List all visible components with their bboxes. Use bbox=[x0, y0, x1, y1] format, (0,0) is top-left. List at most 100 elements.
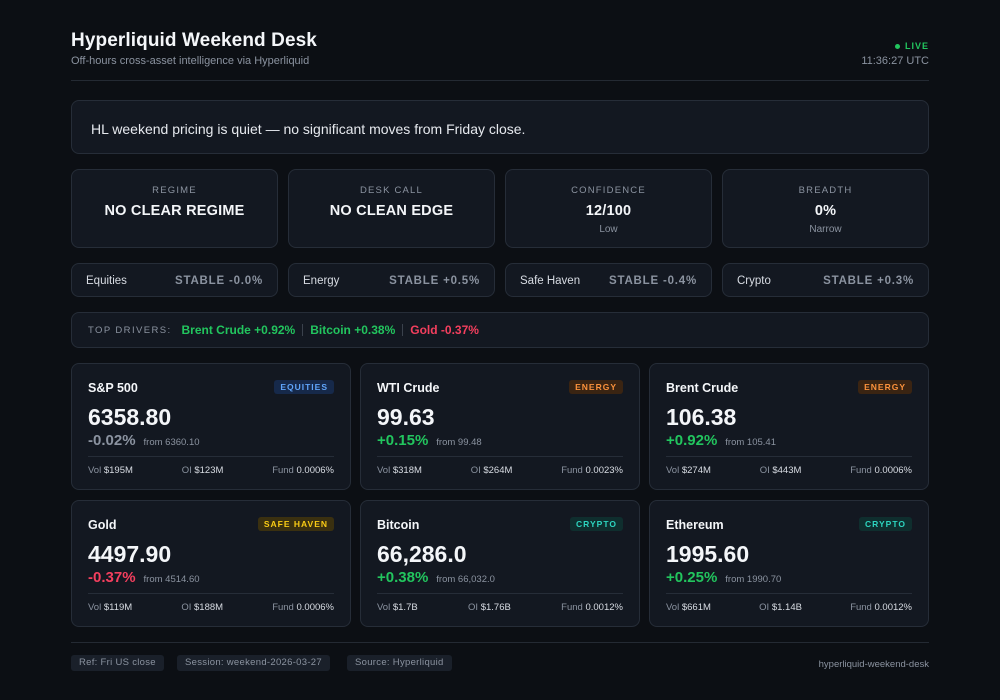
volume-metric: Vol $119M bbox=[88, 602, 132, 613]
asset-price: 66,286.0 bbox=[377, 541, 467, 567]
funding-metric: Fund 0.0023% bbox=[561, 465, 623, 476]
metric-value: $119M bbox=[103, 602, 133, 613]
metric-label: Vol bbox=[88, 602, 102, 613]
divider bbox=[377, 456, 623, 457]
open-interest-metric: OI $1.14B bbox=[759, 602, 802, 613]
category-badge: SAFE HAVEN bbox=[257, 517, 334, 531]
funding-metric: Fund 0.0012% bbox=[850, 602, 912, 613]
footer: Ref: Fri US close Session: weekend-2026-… bbox=[71, 642, 929, 682]
asset-price: 106.38 bbox=[666, 404, 737, 430]
asset-card-sp500[interactable]: S&P 500 EQUITIES 6358.80 -0.02% from 636… bbox=[71, 363, 351, 490]
stat-sub: Narrow bbox=[809, 224, 842, 235]
open-interest-metric: OI $188M bbox=[181, 602, 223, 613]
ref-tag: Ref: Fri US close bbox=[71, 655, 164, 671]
asset-metrics: Vol $195M OI $123M Fund 0.0006% bbox=[88, 465, 334, 476]
change-row: +0.38% from 66,032.0 bbox=[377, 569, 495, 586]
asset-name: Bitcoin bbox=[377, 518, 420, 532]
sector-value: STABLE +0.3% bbox=[823, 275, 914, 287]
asset-ref-price: from 99.48 bbox=[436, 437, 482, 448]
metric-value: $443M bbox=[772, 465, 802, 476]
stat-label: CONFIDENCE bbox=[571, 185, 646, 196]
metric-value: $661M bbox=[681, 602, 711, 613]
session-tag: Session: weekend-2026-03-27 bbox=[177, 655, 330, 671]
metric-value: $195M bbox=[103, 465, 133, 476]
asset-name: Ethereum bbox=[666, 518, 724, 532]
divider bbox=[88, 456, 334, 457]
asset-card-brent-crude[interactable]: Brent Crude ENERGY 106.38 +0.92% from 10… bbox=[649, 363, 929, 490]
category-badge: EQUITIES bbox=[274, 380, 334, 394]
driver-item: Brent Crude +0.92% bbox=[181, 323, 296, 337]
category-badge: CRYPTO bbox=[859, 517, 912, 531]
metric-label: Fund bbox=[850, 602, 872, 613]
metric-label: OI bbox=[759, 602, 770, 613]
sector-equities: Equities STABLE -0.0% bbox=[71, 263, 278, 297]
asset-metrics: Vol $119M OI $188M Fund 0.0006% bbox=[88, 602, 334, 613]
metric-label: OI bbox=[468, 602, 479, 613]
change-row: +0.15% from 99.48 bbox=[377, 432, 482, 449]
metric-value: 0.0006% bbox=[296, 602, 334, 613]
asset-change: +0.38% bbox=[377, 569, 429, 586]
stat-desk-call: DESK CALL NO CLEAN EDGE bbox=[288, 169, 495, 248]
stat-value: NO CLEAN EDGE bbox=[329, 203, 454, 219]
funding-metric: Fund 0.0006% bbox=[272, 465, 334, 476]
metric-value: $188M bbox=[194, 602, 224, 613]
metric-value: 0.0012% bbox=[585, 602, 623, 613]
asset-ref-price: from 105.41 bbox=[725, 437, 776, 448]
drivers-label: TOP DRIVERS: bbox=[88, 324, 172, 336]
asset-price: 6358.80 bbox=[88, 404, 172, 430]
asset-grid: S&P 500 EQUITIES 6358.80 -0.02% from 636… bbox=[71, 363, 929, 628]
asset-ref-price: from 6360.10 bbox=[143, 437, 200, 448]
funding-metric: Fund 0.0006% bbox=[850, 465, 912, 476]
change-row: +0.25% from 1990.70 bbox=[666, 569, 781, 586]
driver-item: Gold -0.37% bbox=[410, 323, 479, 337]
change-row: -0.02% from 6360.10 bbox=[88, 432, 200, 449]
stat-label: DESK CALL bbox=[359, 185, 424, 196]
sector-name: Equities bbox=[86, 275, 127, 287]
stats-row: REGIME NO CLEAR REGIME DESK CALL NO CLEA… bbox=[71, 169, 929, 248]
metric-value: $1.14B bbox=[771, 602, 802, 613]
metric-label: Fund bbox=[850, 465, 872, 476]
driver-separator bbox=[402, 324, 404, 336]
volume-metric: Vol $1.7B bbox=[377, 602, 418, 613]
metric-label: Vol bbox=[666, 465, 680, 476]
asset-price: 4497.90 bbox=[88, 541, 172, 567]
volume-metric: Vol $318M bbox=[377, 465, 422, 476]
stat-label: BREADTH bbox=[798, 185, 853, 196]
volume-metric: Vol $195M bbox=[88, 465, 133, 476]
metric-label: OI bbox=[181, 602, 192, 613]
app-id: hyperliquid-weekend-desk bbox=[818, 659, 929, 670]
funding-metric: Fund 0.0012% bbox=[561, 602, 623, 613]
sector-safe-haven: Safe Haven STABLE -0.4% bbox=[505, 263, 712, 297]
stat-label: REGIME bbox=[152, 185, 197, 196]
metric-value: $1.76B bbox=[480, 602, 511, 613]
asset-card-bitcoin[interactable]: Bitcoin CRYPTO 66,286.0 +0.38% from 66,0… bbox=[360, 500, 640, 627]
live-dot-icon bbox=[894, 43, 900, 49]
open-interest-metric: OI $1.76B bbox=[468, 602, 511, 613]
page-title: Hyperliquid Weekend Desk bbox=[71, 30, 317, 51]
stat-confidence: CONFIDENCE 12/100 Low bbox=[505, 169, 712, 248]
metric-value: $1.7B bbox=[392, 602, 418, 613]
top-drivers: TOP DRIVERS: Brent Crude +0.92% Bitcoin … bbox=[71, 312, 929, 348]
asset-ref-price: from 4514.60 bbox=[143, 574, 200, 585]
metric-value: $318M bbox=[392, 465, 422, 476]
asset-card-ethereum[interactable]: Ethereum CRYPTO 1995.60 +0.25% from 1990… bbox=[649, 500, 929, 627]
source-tag: Source: Hyperliquid bbox=[347, 655, 452, 671]
asset-ref-price: from 66,032.0 bbox=[436, 574, 495, 585]
metric-label: Vol bbox=[88, 465, 102, 476]
asset-name: S&P 500 bbox=[88, 381, 138, 395]
stat-value: 12/100 bbox=[585, 203, 632, 219]
asset-name: Brent Crude bbox=[666, 381, 739, 395]
asset-card-gold[interactable]: Gold SAFE HAVEN 4497.90 -0.37% from 4514… bbox=[71, 500, 351, 627]
sector-crypto: Crypto STABLE +0.3% bbox=[722, 263, 929, 297]
asset-change: +0.25% bbox=[666, 569, 718, 586]
asset-price: 1995.60 bbox=[666, 541, 750, 567]
asset-card-wti-crude[interactable]: WTI Crude ENERGY 99.63 +0.15% from 99.48… bbox=[360, 363, 640, 490]
asset-change: -0.02% bbox=[88, 432, 136, 449]
metric-value: 0.0006% bbox=[874, 465, 912, 476]
change-row: -0.37% from 4514.60 bbox=[88, 569, 200, 586]
category-badge: ENERGY bbox=[858, 380, 912, 394]
asset-metrics: Vol $274M OI $443M Fund 0.0006% bbox=[666, 465, 912, 476]
funding-metric: Fund 0.0006% bbox=[272, 602, 334, 613]
live-label: LIVE bbox=[904, 41, 929, 51]
metric-label: OI bbox=[181, 465, 192, 476]
